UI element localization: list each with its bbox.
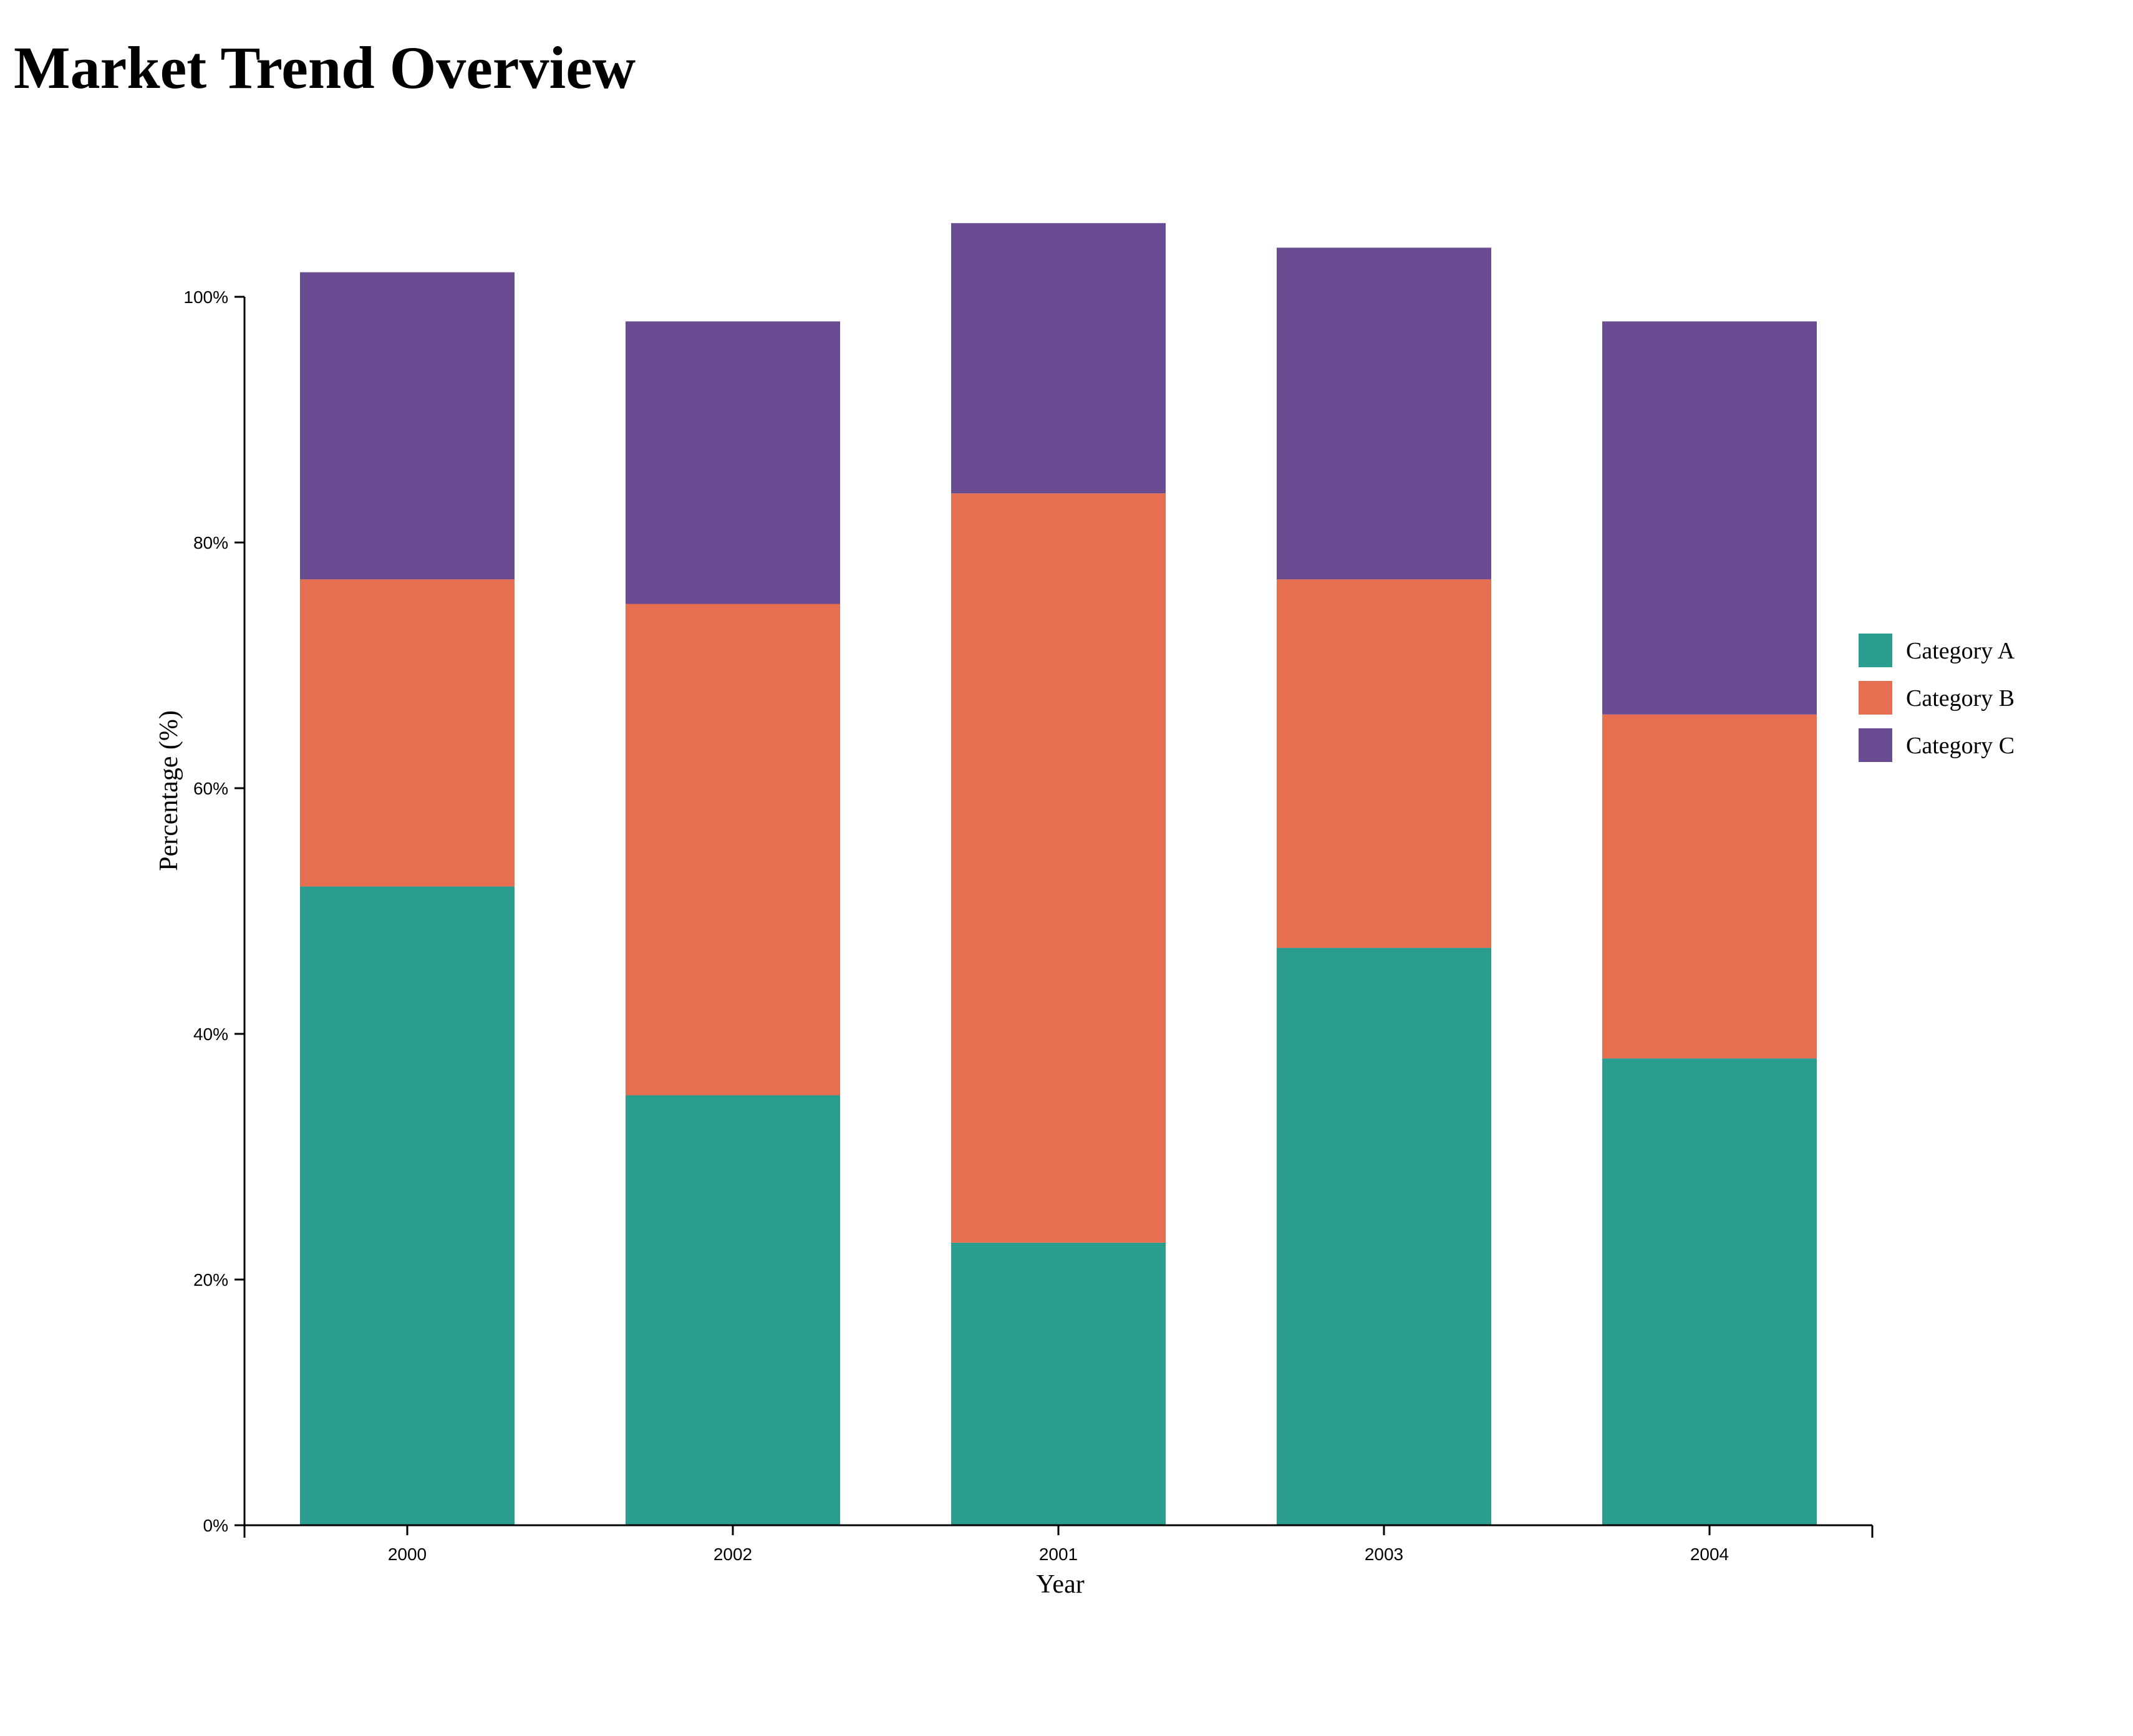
bar-2000-series-3 xyxy=(300,272,515,580)
x-tick-label-2004: 2004 xyxy=(1690,1545,1729,1564)
bar-2001-series-1 xyxy=(951,1242,1166,1525)
legend-swatch-1 xyxy=(1859,634,1892,667)
page-title: Market Trend Overview xyxy=(14,34,636,101)
bar-2002-series-1 xyxy=(626,1095,840,1525)
bar-2004-series-2 xyxy=(1602,714,1817,1059)
bar-2004-series-1 xyxy=(1602,1058,1817,1525)
bar-2003-series-2 xyxy=(1277,579,1491,948)
bar-2000-series-2 xyxy=(300,579,515,887)
x-axis-label: Year xyxy=(1036,1570,1084,1599)
legend-swatch-2 xyxy=(1859,681,1892,715)
x-tick-label-2000: 2000 xyxy=(388,1545,427,1564)
bars-group xyxy=(300,223,1817,1525)
bar-2003-series-3 xyxy=(1277,248,1491,580)
bar-2004-series-3 xyxy=(1602,321,1817,715)
legend: Category A Category B Category C xyxy=(1859,634,2015,762)
y-tick-label-0: 0% xyxy=(203,1516,228,1535)
bar-2003-series-1 xyxy=(1277,948,1491,1525)
y-tick-label-40: 40% xyxy=(193,1025,228,1044)
y-tick-label-20: 20% xyxy=(193,1270,228,1290)
legend-label-3: Category C xyxy=(1906,733,2015,759)
x-tick-label-2003: 2003 xyxy=(1365,1545,1403,1564)
x-tick-label-2002: 2002 xyxy=(713,1545,752,1564)
legend-label-1: Category A xyxy=(1906,638,2015,664)
bar-2001-series-3 xyxy=(951,223,1166,494)
legend-label-2: Category B xyxy=(1906,685,2015,711)
y-axis-label: Percentage (%) xyxy=(155,710,183,871)
y-tick-label-60: 60% xyxy=(193,779,228,798)
bar-2002-series-2 xyxy=(626,604,840,1096)
axes-group: 0% 20% 40% 60% 80% 100% 2000 2002 2001 2003 2004 xyxy=(183,287,1874,1564)
bar-2000-series-1 xyxy=(300,886,515,1525)
legend-swatch-3 xyxy=(1859,728,1892,762)
y-tick-label-100: 100% xyxy=(183,287,228,307)
y-tick-label-80: 80% xyxy=(193,533,228,552)
bar-2002-series-3 xyxy=(626,321,840,604)
bar-2001-series-2 xyxy=(951,493,1166,1243)
x-tick-label-2001: 2001 xyxy=(1039,1545,1078,1564)
